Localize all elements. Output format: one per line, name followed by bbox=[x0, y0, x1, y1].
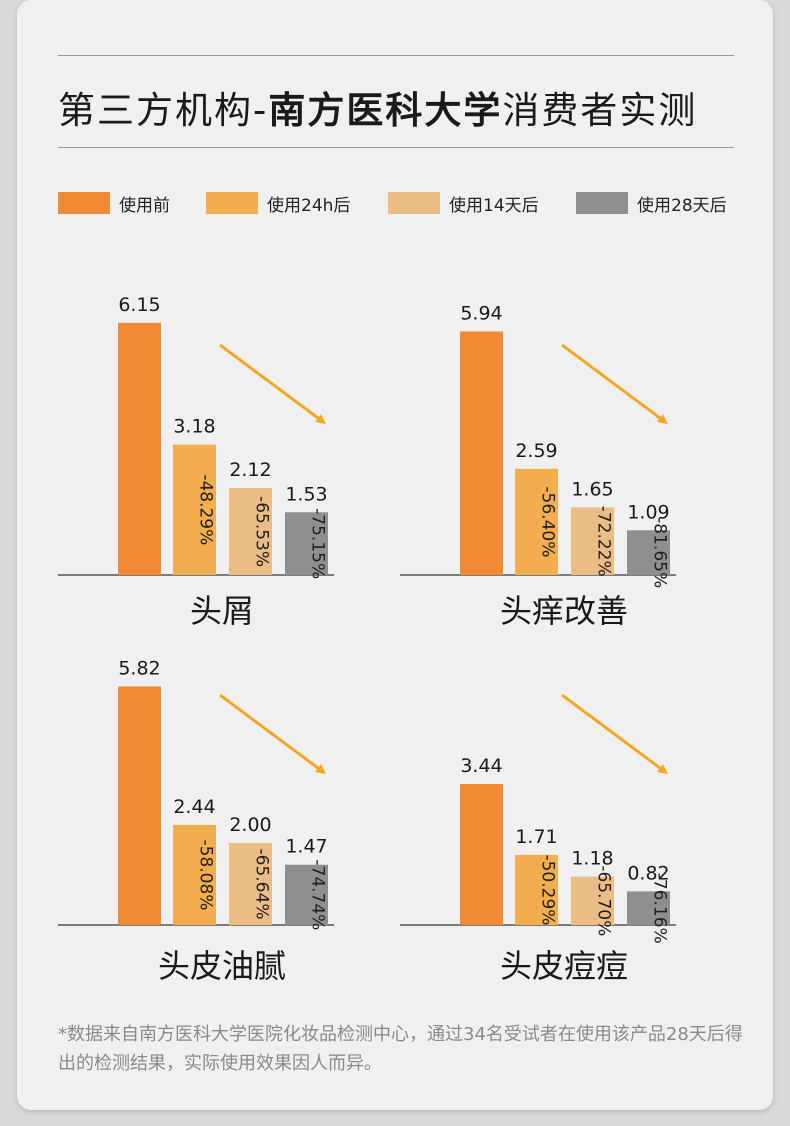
bar-reduction-label: -65.64% bbox=[252, 849, 272, 920]
bar-reduction-label: -56.40% bbox=[538, 486, 558, 557]
legend-label: 使用28天后 bbox=[637, 195, 727, 216]
bar bbox=[118, 686, 161, 925]
bar bbox=[515, 854, 558, 925]
bar bbox=[285, 512, 328, 575]
bar bbox=[460, 331, 503, 575]
chart-panel: 6.15 3.18 -48.29% 2.12 -65.53% 1.53 -75.15% 头屑 bbox=[58, 294, 334, 630]
bar bbox=[229, 488, 272, 575]
bar-value-label: 1.71 bbox=[515, 826, 557, 848]
legend-swatch bbox=[58, 192, 110, 214]
bar bbox=[460, 783, 503, 925]
chart-title: 头屑 bbox=[190, 592, 254, 630]
bar-reduction-label: -81.65% bbox=[650, 517, 670, 588]
trend-arrow-icon bbox=[561, 343, 669, 424]
trend-arrow-icon bbox=[219, 693, 327, 774]
legend-item-24h: 使用24h后 bbox=[206, 190, 350, 216]
bar bbox=[173, 824, 216, 925]
legend-swatch bbox=[388, 192, 440, 214]
page-title: 第三方机构-南方医科大学消费者实测 bbox=[58, 80, 748, 134]
bar-reduction-label: -75.15% bbox=[308, 508, 328, 579]
bar-reduction-label: -72.22% bbox=[594, 506, 614, 577]
chart-panel: 3.44 1.71 -50.29% 1.18-65.70% 0.82-76.16% 头皮痘… bbox=[400, 693, 676, 985]
bar-reduction-label: -50.29% bbox=[538, 854, 558, 925]
bar bbox=[118, 322, 161, 575]
legend-item-before: 使用前 bbox=[58, 190, 170, 216]
title-rule bbox=[58, 147, 734, 148]
legend-label: 使用前 bbox=[119, 195, 170, 216]
bar-reduction-label: -76.16% bbox=[650, 873, 670, 944]
chart-panel: 5.82 2.44 -58.08% 2.00 -65.64% 1.47-74.74% 头皮油… bbox=[58, 657, 334, 985]
legend-label: 使用14天后 bbox=[449, 195, 539, 216]
bar-value-label: 1.09 bbox=[627, 501, 669, 523]
legend-item-14d: 使用14天后 bbox=[388, 190, 539, 216]
bar bbox=[229, 843, 272, 925]
title-highlight: 南方医科大学 bbox=[268, 89, 503, 132]
bar-value-label: 2.44 bbox=[173, 796, 215, 818]
legend-swatch bbox=[206, 192, 258, 214]
bar-value-label: 1.47 bbox=[285, 836, 327, 858]
bar-value-label: 5.82 bbox=[118, 657, 160, 679]
bar-reduction-label: -48.29% bbox=[196, 474, 216, 545]
bar-value-label: 2.00 bbox=[229, 814, 271, 836]
bar-value-label: 1.53 bbox=[285, 483, 327, 505]
trend-arrow-icon bbox=[561, 693, 669, 774]
chart-panel: 5.94 2.59 -56.40% 1.65 -72.22% 1.09-81.65% 头痒改… bbox=[400, 302, 676, 630]
bar-reduction-label: -65.70% bbox=[594, 865, 614, 936]
bar-value-label: 3.18 bbox=[173, 416, 215, 438]
legend-label: 使用24h后 bbox=[267, 195, 351, 216]
trend-arrow-icon bbox=[219, 343, 327, 424]
title-suffix: 消费者实测 bbox=[502, 89, 698, 132]
bar-value-label: 2.59 bbox=[515, 440, 557, 462]
legend-swatch bbox=[576, 192, 628, 214]
bar-reduction-label: -65.53% bbox=[252, 496, 272, 567]
bar-reduction-label: -74.74% bbox=[308, 859, 328, 930]
chart-title: 头皮油腻 bbox=[158, 947, 286, 985]
bar-value-label: 1.18 bbox=[571, 848, 613, 870]
legend-item-28d: 使用28天后 bbox=[576, 190, 727, 216]
bar-value-label: 1.65 bbox=[571, 478, 613, 500]
footnote: *数据来自南方医科大学医院化妆品检测中心，通过34名受试者在使用该产品28天后得… bbox=[58, 1024, 743, 1074]
title-prefix: 第三方机构- bbox=[58, 89, 269, 132]
bar-value-label: 6.15 bbox=[118, 294, 160, 316]
bar-value-label: 0.82 bbox=[627, 862, 669, 884]
top-rule bbox=[58, 55, 734, 56]
chart-title: 头皮痘痘 bbox=[500, 947, 628, 985]
bar bbox=[173, 444, 216, 575]
bar bbox=[571, 507, 614, 575]
bar-value-label: 3.44 bbox=[460, 755, 502, 777]
bar bbox=[627, 891, 670, 925]
bar-value-label: 2.12 bbox=[229, 459, 271, 481]
bar bbox=[627, 530, 670, 575]
chart-title: 头痒改善 bbox=[500, 592, 628, 630]
bar bbox=[571, 876, 614, 925]
bar bbox=[515, 468, 558, 575]
bar-reduction-label: -58.08% bbox=[196, 839, 216, 910]
bar bbox=[285, 864, 328, 925]
bar-value-label: 5.94 bbox=[460, 302, 502, 324]
